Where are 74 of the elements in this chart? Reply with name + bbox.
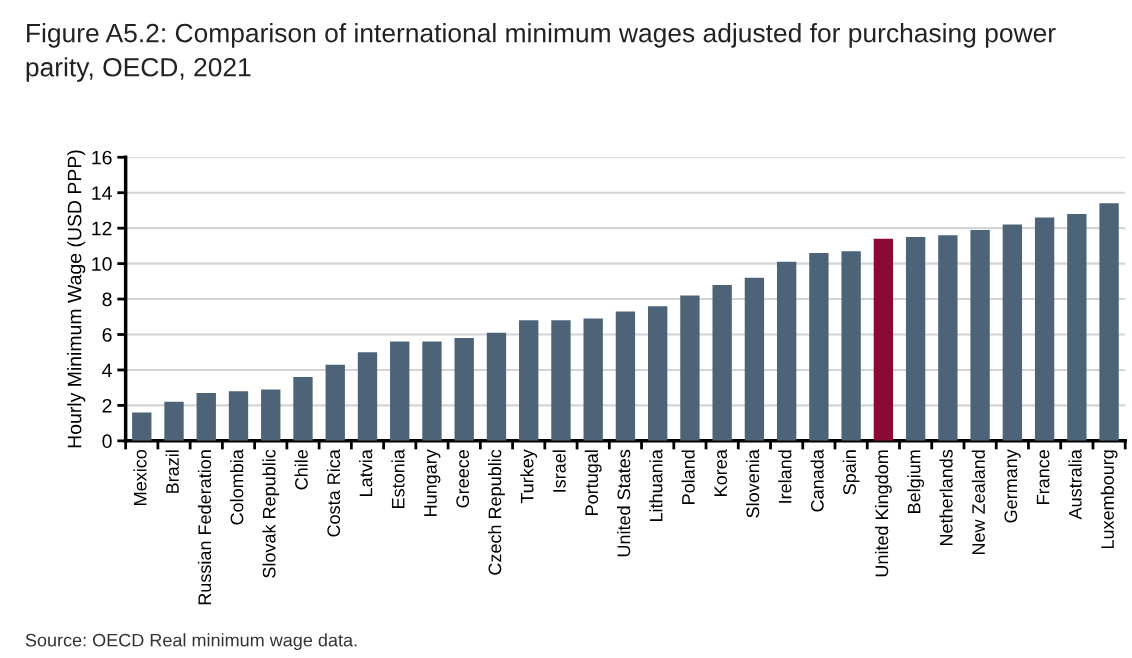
bar [422,341,442,441]
x-tick-label: Turkey [520,449,538,504]
bar [648,306,668,441]
bar [261,389,281,441]
bar [712,284,732,441]
bar [680,295,700,441]
bar [228,391,249,441]
x-tick-label: Australia [1068,449,1082,520]
bar [938,235,958,441]
bar [905,237,926,441]
x-tick-label: Slovak Republic [262,449,280,578]
x-tick-label: Israel [552,450,566,492]
y-tick-label: 14 [92,186,112,200]
y-tick-label: 2 [102,398,112,413]
x-tick-label: Estonia [391,449,405,508]
x-tick-label: New Zealand [971,450,985,555]
bar [551,320,571,441]
x-tick-label: Luxembourg [1100,450,1118,549]
bar [1099,203,1119,441]
bar [583,318,603,441]
bar [1067,213,1087,441]
x-tick-label: Poland [681,450,695,504]
bar [519,320,539,441]
x-tick-label: Colombia [230,449,244,525]
bar [1034,217,1055,441]
y-tick-label: 4 [102,363,112,378]
y-tick-label: 16 [92,150,112,165]
x-tick-label: Brazil [165,450,179,493]
bar [809,252,829,441]
x-tick-label: United States [617,449,631,557]
x-tick-label: Mexico [133,449,147,505]
x-tick-label: Costa Rica [326,449,341,537]
y-axis-title: Hourly Minimum Wage (USD PPP) [67,150,86,448]
bar [325,364,345,441]
x-tick-label: United Kingdom [874,450,892,577]
bar [454,338,474,441]
x-tick-label: Netherlands [939,449,953,546]
x-tick-label: Ireland [778,450,792,503]
x-tick-label: Chile [294,449,308,490]
bar [744,277,765,441]
x-tick-label: Russian Federation [197,450,212,605]
bar [164,401,184,441]
y-tick-label: 6 [102,327,112,342]
x-tick-label: Czech Republic [488,449,505,575]
x-tick-label: Latvia [359,449,373,496]
bar [873,238,894,441]
x-tick-label: Greece [456,449,470,508]
y-tick-label: 8 [102,292,112,307]
bar [970,229,990,441]
y-tick-label: 0 [102,434,112,449]
bar [776,261,797,441]
x-tick-label: Canada [810,449,824,512]
y-tick-label: 10 [92,257,112,271]
x-tick-label: Slovenia [745,449,760,518]
x-tick-label: Belgium [907,450,925,513]
bar [132,412,152,441]
source-note: Source: OECD Real minimum wage data. [25,633,357,651]
x-tick-label: Spain [842,450,860,495]
bar [357,352,378,441]
x-tick-label: France [1036,449,1050,504]
bar [196,393,216,441]
x-tick-label: Germany [1004,449,1021,523]
y-tick-label: 12 [92,221,112,236]
chart-title: Figure A5.2: Comparison of international minimum wages adjusted for purchasing power parity, OECD, 2021 [26,23,1056,82]
x-tick-label: Hungary [424,449,441,516]
bar [841,251,861,441]
x-tick-label: Lithuania [649,449,663,521]
bar [486,332,507,441]
x-tick-label: Korea [714,449,728,496]
bar [390,341,410,441]
bar [1002,224,1023,441]
x-tick-label: Portugal [584,450,602,515]
bar [615,311,636,441]
bar [293,377,313,441]
